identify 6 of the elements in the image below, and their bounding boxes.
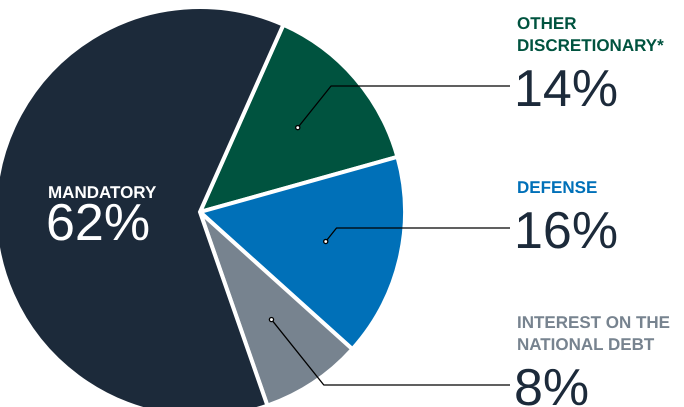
data-label: 14% bbox=[514, 60, 618, 118]
data-label: 8% bbox=[514, 359, 590, 407]
slice-label: INTEREST ON THE NATIONAL DEBT bbox=[517, 313, 670, 354]
slice-label: OTHER DISCRETIONARY* bbox=[517, 14, 664, 55]
data-label: 16% bbox=[514, 202, 618, 260]
slice-label: DEFENSE bbox=[517, 178, 598, 197]
